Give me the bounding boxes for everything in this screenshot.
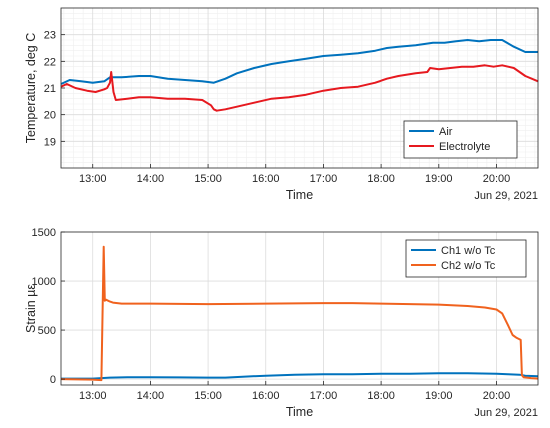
legend-box	[405, 239, 527, 278]
x-tick-label: 13:00	[79, 173, 107, 185]
x-tick-label: 15:00	[194, 390, 222, 402]
temperature-chart: 19 20 21 22 23 13:00 14:00 15:00 16:00 17:00 18:00…	[24, 7, 539, 202]
date-label: Jun 29, 2021	[474, 190, 538, 202]
x-tick-label: 19:00	[425, 173, 453, 185]
series-line-1	[60, 245, 539, 382]
axes-frame	[60, 231, 539, 386]
series-line-0	[61, 372, 539, 380]
y-tick-label: 0	[50, 374, 56, 386]
x-tick-label: 18:00	[367, 390, 395, 402]
y-tick-label: 19	[44, 136, 56, 148]
x-tick-label: 18:00	[367, 173, 395, 185]
y-tick-label: 22	[44, 56, 56, 68]
x-tick-label: 16:00	[252, 390, 280, 402]
x-tick-label: 20:00	[483, 390, 511, 402]
date-label: Jun 29, 2021	[474, 407, 538, 419]
x-axis-label: Time	[286, 188, 313, 202]
x-tick-label: 14:00	[137, 173, 165, 185]
y-tick-label: 21	[44, 83, 56, 95]
legend-box	[403, 120, 518, 159]
x-tick-label: 14:00	[137, 390, 165, 402]
legend-label-1: Electrolyte	[439, 141, 490, 153]
x-axis-label: Time	[286, 405, 313, 419]
y-tick-label: 1000	[32, 276, 56, 288]
y-tick-label: 1500	[32, 227, 56, 239]
x-tick-label: 13:00	[79, 390, 107, 402]
series-line-0	[60, 39, 538, 85]
x-tick-label: 17:00	[310, 390, 338, 402]
x-tick-label: 15:00	[194, 173, 222, 185]
legend-label-0: Air	[439, 126, 453, 138]
legend-label-0: Ch1 w/o Tc	[441, 245, 496, 257]
x-tick-label: 19:00	[425, 390, 453, 402]
legend-label-1: Ch2 w/o Tc	[441, 260, 496, 272]
y-tick-label: 23	[44, 30, 56, 42]
x-tick-label: 20:00	[483, 173, 511, 185]
x-tick-label: 17:00	[310, 173, 338, 185]
strain-chart: 0 500 1000 1500 13:00 14:00 15:00 16:00 17:00 18:…	[24, 227, 539, 419]
x-tick-label: 16:00	[252, 173, 280, 185]
y-tick-label: 500	[38, 325, 56, 337]
series-line-1	[60, 64, 539, 112]
y-axis-label: Temperature, deg C	[24, 33, 38, 143]
y-axis-label: Strain µε	[24, 284, 38, 333]
y-tick-label: 20	[44, 110, 56, 122]
